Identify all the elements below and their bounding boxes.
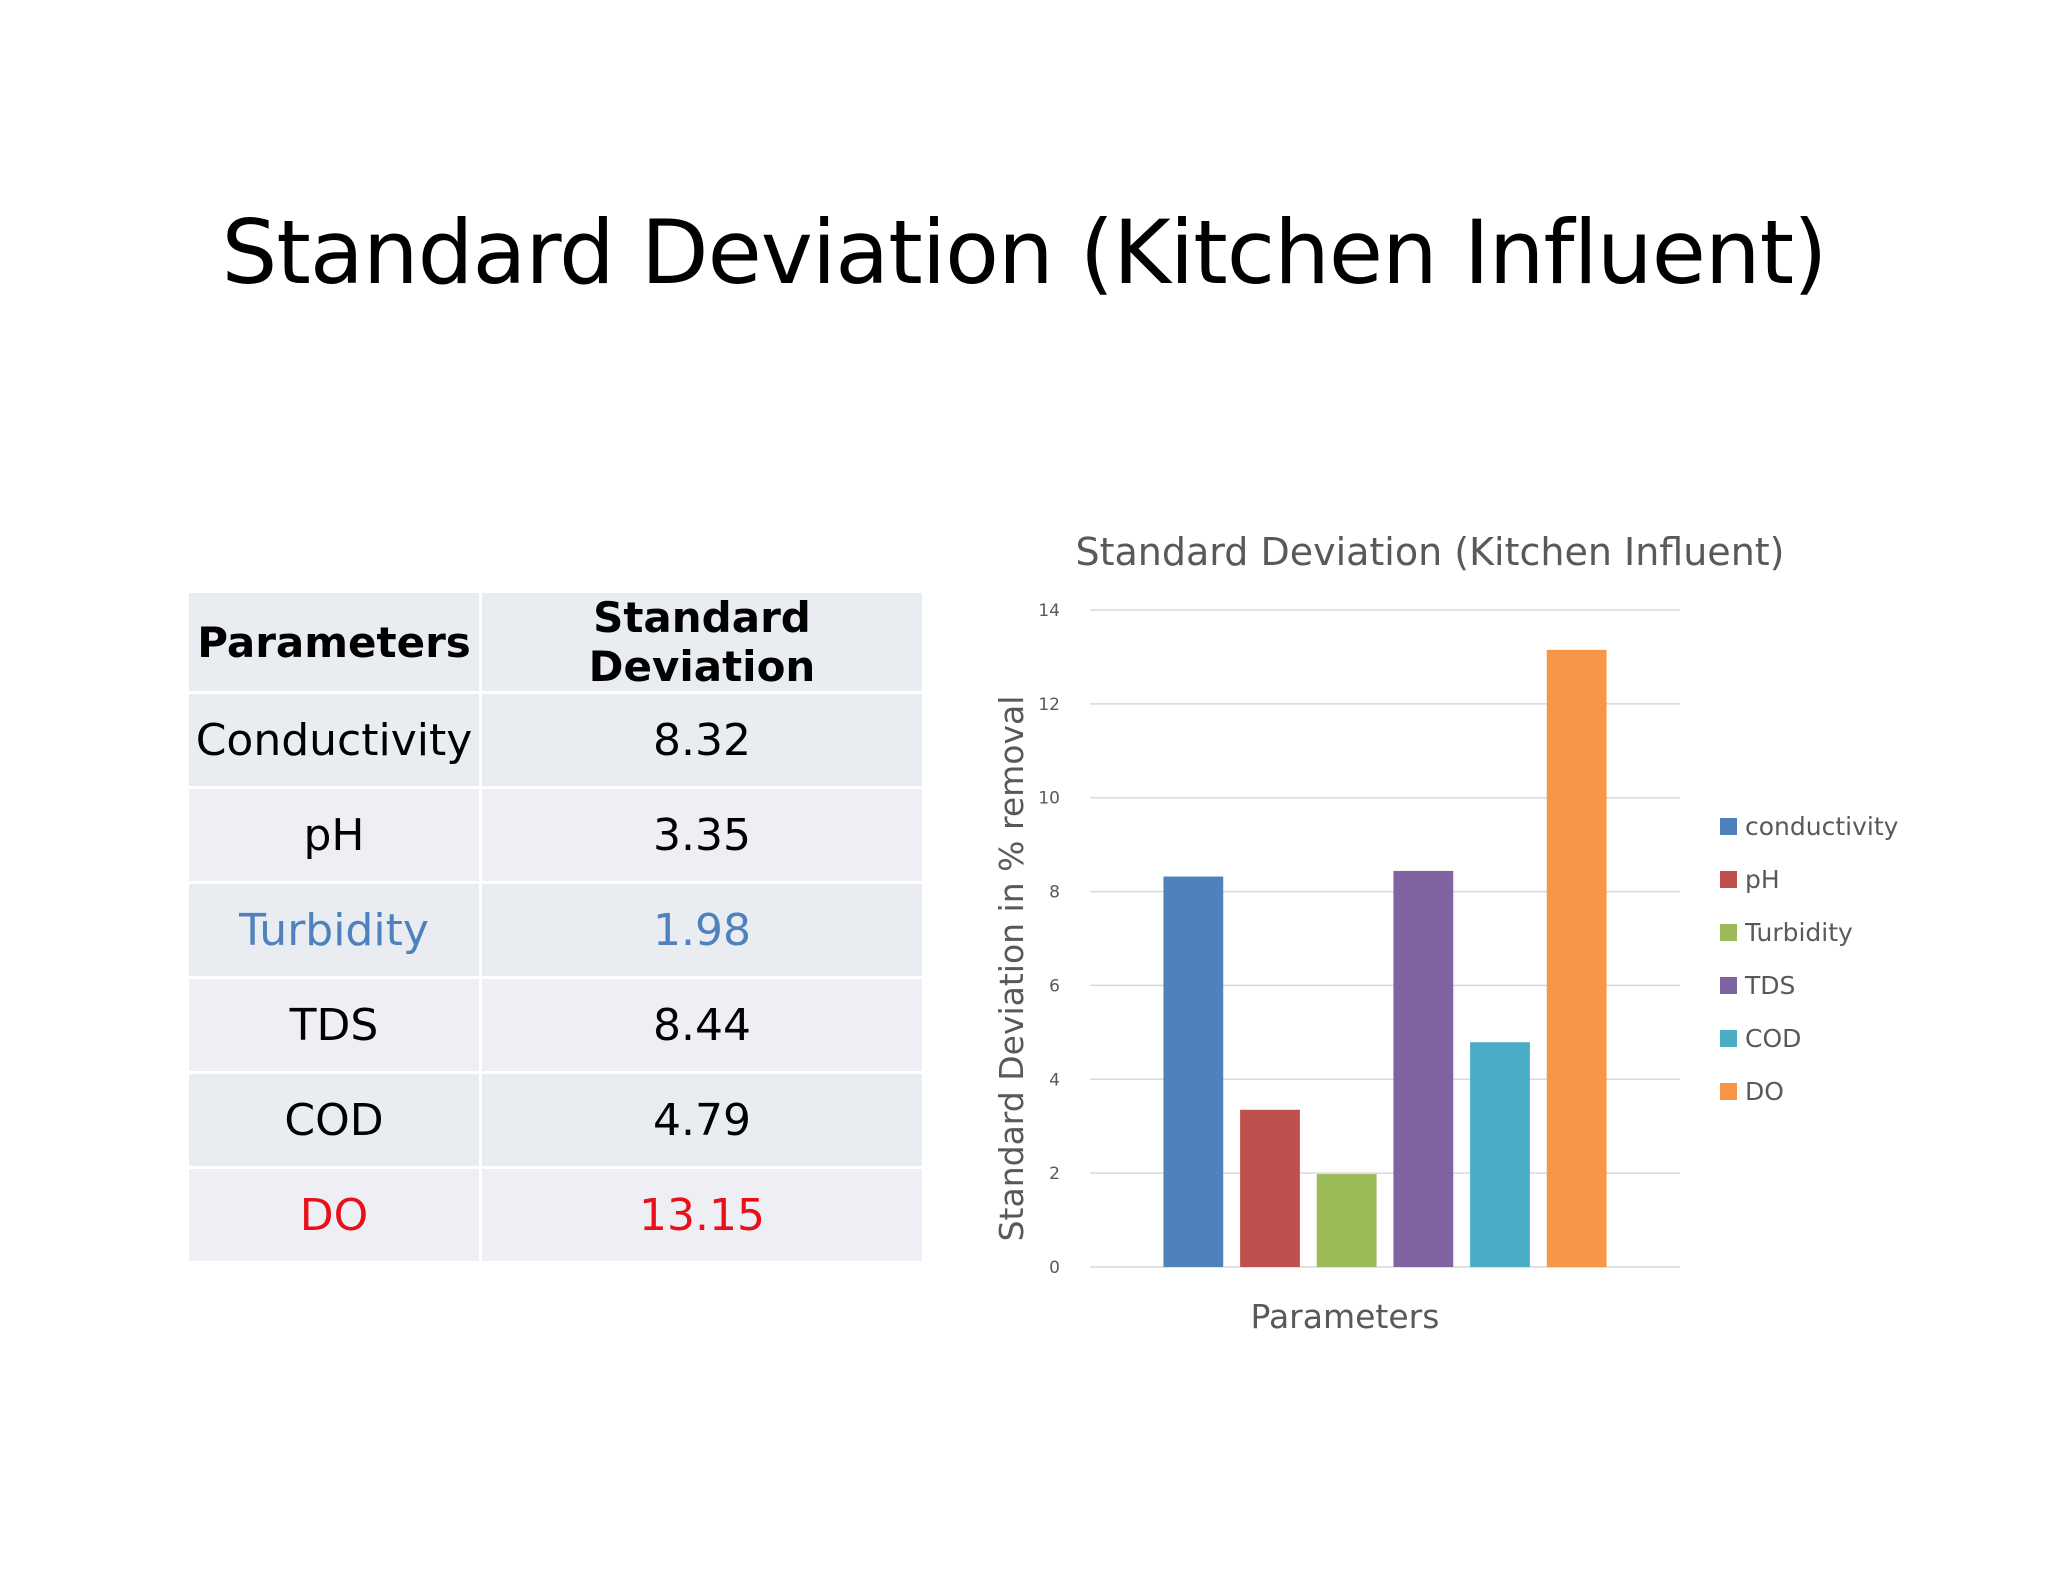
slide-title: Standard Deviation (Kitchen Influent)	[221, 201, 1828, 304]
cell-standard-deviation: 8.32	[482, 694, 922, 786]
header-parameters: Parameters	[189, 593, 479, 691]
y-axis-label: Standard Deviation in % removal	[992, 696, 1031, 1242]
cell-parameter: pH	[189, 789, 479, 881]
cell-parameter: Conductivity	[189, 694, 479, 786]
legend-label: COD	[1745, 1024, 1801, 1053]
cell-standard-deviation: 1.98	[482, 884, 922, 976]
y-tick-label: 14	[1038, 601, 1060, 621]
bar-turbidity	[1316, 1174, 1377, 1267]
y-tick-label: 6	[1049, 976, 1060, 996]
x-axis-label: Parameters	[1251, 1297, 1440, 1336]
legend-swatch-turbidity	[1720, 924, 1737, 941]
legend-swatch-conductivity	[1720, 818, 1737, 835]
chart-title: Standard Deviation (Kitchen Influent)	[1075, 530, 1784, 574]
legend-swatch-tds	[1720, 977, 1737, 994]
cell-standard-deviation: 3.35	[482, 789, 922, 881]
table-row: Turbidity 1.98	[189, 884, 922, 976]
y-tick-label: 10	[1038, 789, 1060, 809]
legend-label: DO	[1745, 1077, 1784, 1106]
cell-parameter: COD	[189, 1074, 479, 1166]
table-header-row: Parameters Standard Deviation	[189, 593, 922, 691]
chart-container: Standard Deviation (Kitchen Influent) 0 2 4…	[960, 500, 1960, 1380]
legend-label: conductivity	[1745, 812, 1899, 841]
legend-swatch-do	[1720, 1083, 1737, 1100]
table-row: COD 4.79	[189, 1074, 922, 1166]
bar-tds	[1393, 870, 1454, 1267]
legend-label: Turbidity	[1744, 918, 1853, 947]
table-body: Conductivity 8.32 pH 3.35 Turbidity 1.98 TDS 8.…	[189, 694, 922, 1261]
cell-standard-deviation: 4.79	[482, 1074, 922, 1166]
y-tick-label: 0	[1049, 1258, 1060, 1278]
y-tick-label: 12	[1038, 695, 1060, 715]
cell-standard-deviation: 8.44	[482, 979, 922, 1071]
legend-label: TDS	[1744, 971, 1795, 1000]
bar-chart: Standard Deviation (Kitchen Influent) 0 2 4…	[992, 530, 1899, 1336]
bar-cod	[1470, 1042, 1530, 1267]
table-row: DO 13.15	[189, 1169, 922, 1261]
legend-swatch-cod	[1720, 1030, 1737, 1047]
cell-parameter: TDS	[189, 979, 479, 1071]
table-row: Conductivity 8.32	[189, 694, 922, 786]
y-tick-label: 2	[1049, 1164, 1060, 1184]
bar-ph	[1240, 1109, 1300, 1267]
header-standard-deviation: Standard Deviation	[482, 593, 922, 691]
bar-conductivity	[1163, 876, 1224, 1267]
bar-do	[1546, 649, 1607, 1267]
cell-parameter: DO	[189, 1169, 479, 1261]
table-row: TDS 8.44	[189, 979, 922, 1071]
data-table: Parameters Standard Deviation Conductivi…	[186, 590, 925, 1264]
y-tick-label: 4	[1049, 1070, 1060, 1090]
cell-standard-deviation: 13.15	[482, 1169, 922, 1261]
legend-swatch-ph	[1720, 871, 1737, 888]
cell-parameter: Turbidity	[189, 884, 479, 976]
legend-label: pH	[1745, 865, 1780, 894]
y-tick-label: 8	[1049, 883, 1060, 903]
table-row: pH 3.35	[189, 789, 922, 881]
